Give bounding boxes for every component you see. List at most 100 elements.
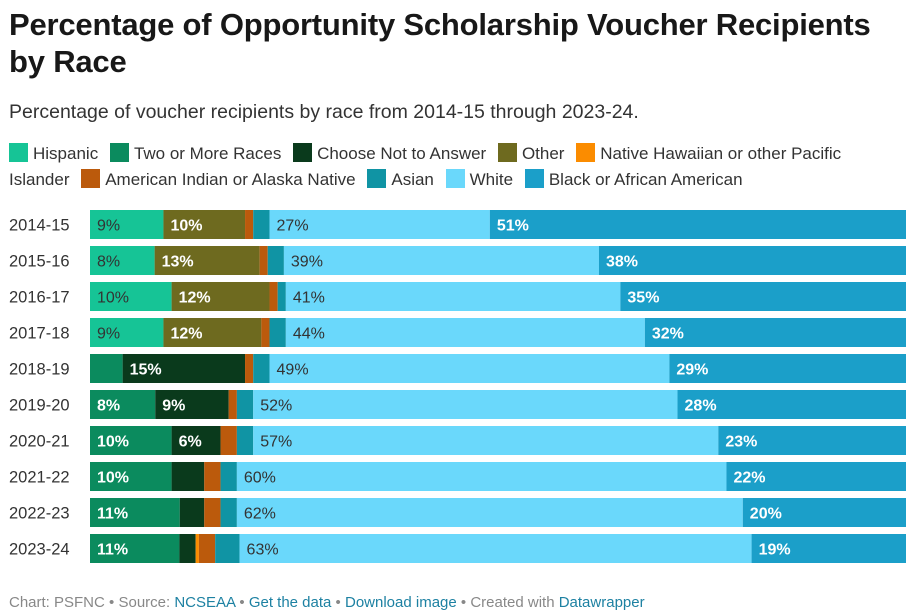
bar-segment — [171, 426, 221, 455]
bar-segment — [90, 498, 180, 527]
bar-segment — [726, 462, 906, 491]
data-label: 9% — [97, 326, 120, 343]
source-link[interactable]: NCSEAA — [174, 594, 236, 611]
data-label: 10% — [170, 218, 202, 235]
bar-segment — [179, 534, 196, 563]
data-label: 12% — [179, 290, 211, 307]
bar-segment — [90, 210, 164, 239]
bar-segment — [204, 462, 221, 491]
category-label: 2022-23 — [9, 505, 70, 523]
bar-segment — [277, 282, 286, 311]
bar-segment — [195, 534, 199, 563]
bar-segment — [171, 282, 270, 311]
category-label: 2016-17 — [9, 289, 70, 307]
data-label: 44% — [293, 326, 325, 343]
bar-segment — [122, 354, 246, 383]
data-label: 10% — [97, 470, 129, 487]
bar-segment — [285, 318, 645, 347]
footer-chart-credit: Chart: PSFNC — [9, 594, 105, 611]
category-label: 2017-18 — [9, 325, 70, 343]
data-label: 35% — [627, 290, 659, 307]
bar-segment — [236, 426, 254, 455]
bar-segment — [198, 534, 216, 563]
footer-source-label: Source: — [118, 594, 171, 611]
footer-separator: • — [109, 594, 115, 611]
legend-swatch — [497, 143, 517, 162]
data-label: 6% — [179, 434, 202, 451]
download-image-link[interactable]: Download image — [344, 594, 457, 611]
bar-segment — [677, 390, 906, 419]
legend-swatch — [576, 143, 596, 162]
data-label: 8% — [97, 254, 120, 271]
datawrapper-link[interactable]: Datawrapper — [558, 594, 645, 611]
bar-segment — [620, 282, 906, 311]
bar-segment — [669, 354, 906, 383]
bar-segment — [245, 210, 254, 239]
bar-segment — [751, 534, 906, 563]
bar-segment — [179, 498, 205, 527]
data-label: 8% — [97, 398, 120, 415]
bar-segment — [718, 426, 906, 455]
legend-label: White — [469, 170, 514, 189]
stacked-bar-chart: 2014-15 9% 10% 27% 51% 2015-16 8% 13% 39% 38% 2016… — [9, 210, 906, 563]
bar-segment — [742, 498, 906, 527]
data-label: 9% — [97, 218, 120, 235]
bar-segment — [253, 210, 270, 239]
legend-label: Black or African American — [548, 170, 743, 189]
data-label: 15% — [130, 362, 162, 379]
bar-segment — [90, 426, 172, 455]
bar-segment — [259, 246, 268, 275]
legend-item: Black or African American — [524, 169, 743, 189]
data-label: 11% — [97, 542, 128, 559]
bar-segment — [236, 498, 743, 527]
bar-segment — [220, 426, 237, 455]
bar-segment — [228, 390, 237, 419]
footer-separator: • — [239, 594, 245, 611]
legend-swatch — [109, 143, 129, 162]
data-label: 51% — [497, 218, 529, 235]
bar-segment — [163, 210, 246, 239]
bar-segment — [269, 210, 490, 239]
data-label: 28% — [685, 398, 717, 415]
legend-label: American Indian or Alaska Native — [105, 170, 356, 189]
legend-swatch — [367, 169, 387, 188]
bar-segment — [644, 318, 906, 347]
legend-item: Native Hawaiian or other Pacific Islande… — [9, 143, 841, 189]
data-label: 62% — [244, 506, 276, 523]
legend-swatch — [81, 169, 101, 188]
bar-segment — [269, 354, 670, 383]
category-label: 2018-19 — [9, 361, 70, 379]
bar-segment — [155, 390, 229, 419]
bar-segment — [239, 534, 752, 563]
legend-item: White — [445, 169, 514, 189]
legend-label: Asian — [391, 170, 434, 189]
data-label: 22% — [733, 470, 765, 487]
category-label: 2020-21 — [9, 433, 70, 451]
footer-created-with: Created with — [470, 594, 555, 611]
legend-item: Other — [497, 143, 565, 163]
bar-segment — [90, 246, 155, 275]
data-label: 19% — [759, 542, 791, 559]
bar-segment — [267, 246, 284, 275]
bar-segment — [90, 354, 123, 383]
bar-segment — [269, 282, 278, 311]
legend-label: Choose Not to Answer — [317, 144, 487, 163]
bar-segment — [90, 390, 156, 419]
bar-segment — [489, 210, 906, 239]
data-label: 49% — [277, 362, 309, 379]
data-label: 32% — [652, 326, 684, 343]
data-label: 63% — [247, 542, 279, 559]
category-label: 2021-22 — [9, 469, 70, 487]
bar-segment — [269, 318, 286, 347]
footer: Chart: PSFNC • Source: NCSEAA • Get the … — [9, 594, 645, 611]
bar-segment — [220, 462, 237, 491]
bar-segment — [171, 462, 205, 491]
bar-segment — [253, 426, 719, 455]
legend-label: Other — [521, 144, 565, 163]
legend-label: Two or More Races — [133, 144, 282, 163]
get-data-link[interactable]: Get the data — [248, 594, 332, 611]
bar-segment — [220, 498, 237, 527]
data-label: 29% — [676, 362, 708, 379]
category-label: 2023-24 — [9, 541, 70, 559]
legend-item: Hispanic — [9, 143, 98, 163]
